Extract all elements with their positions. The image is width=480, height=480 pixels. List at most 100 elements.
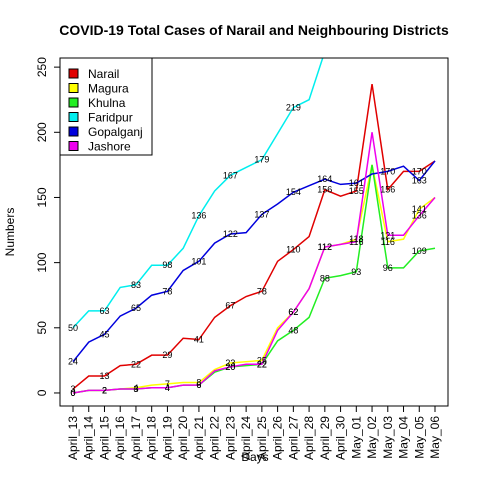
- data-label: 136: [191, 211, 206, 221]
- data-label: 2: [102, 385, 107, 395]
- data-label: 101: [191, 256, 206, 266]
- data-label: 93: [351, 267, 361, 277]
- data-label: 98: [162, 260, 172, 270]
- series-line: [72, 164, 436, 394]
- data-label: 0: [70, 388, 75, 398]
- data-label: 154: [286, 187, 301, 197]
- data-label: 78: [162, 286, 172, 296]
- data-label: 6: [196, 380, 201, 390]
- series-line: [72, 58, 324, 329]
- legend-swatch: [68, 112, 79, 122]
- series-line: [72, 132, 436, 394]
- data-label: 122: [223, 229, 238, 239]
- y-tick-label: 200: [35, 122, 49, 142]
- legend-swatch: [68, 126, 79, 137]
- data-label: 3: [70, 384, 75, 394]
- data-label: 41: [194, 335, 204, 345]
- data-label: 24: [68, 357, 78, 367]
- legend-swatch: [68, 83, 79, 93]
- x-tick-label: April_16: [113, 416, 127, 460]
- data-label: 164: [317, 174, 332, 184]
- series-line: [72, 83, 436, 390]
- data-label: 4: [165, 383, 170, 393]
- chart-title: COVID-19 Total Cases of Narail and Neigh…: [59, 22, 449, 38]
- data-label: 22: [257, 359, 267, 369]
- data-label: 48: [288, 325, 298, 335]
- data-label: 6: [196, 380, 201, 390]
- data-label: 3: [133, 384, 138, 394]
- legend-label: Khulna: [88, 96, 126, 110]
- data-label: 62: [288, 307, 298, 317]
- data-label: 136: [412, 211, 427, 221]
- data-label: 50: [68, 323, 78, 333]
- x-tick-label: April_25: [255, 416, 269, 460]
- data-label: 67: [225, 301, 235, 311]
- x-tick-label: April_22: [208, 416, 222, 460]
- data-label: 25: [257, 355, 267, 365]
- x-tick-label: April_17: [129, 416, 143, 460]
- x-tick-label: May_03: [381, 416, 395, 459]
- data-label: 8: [196, 378, 201, 388]
- x-tick-label: April_19: [160, 416, 174, 460]
- y-tick-label: 0: [35, 389, 49, 396]
- x-tick-label: April_21: [192, 416, 206, 460]
- x-tick-label: May_06: [428, 416, 442, 459]
- legend-label: Magura: [88, 82, 129, 96]
- y-tick-label: 100: [35, 252, 49, 272]
- data-label: 170: [412, 166, 427, 176]
- data-label: 7: [165, 379, 170, 389]
- data-label: 0: [70, 388, 75, 398]
- x-tick-label: April_23: [223, 416, 237, 460]
- data-label: 110: [286, 245, 300, 255]
- x-tick-label: April_27: [286, 416, 300, 460]
- y-tick-label: 150: [35, 187, 49, 207]
- x-tick-label: April_18: [145, 416, 159, 460]
- data-label: 20: [225, 362, 235, 372]
- data-label: 23: [225, 358, 235, 368]
- legend-label: Faridpur: [88, 111, 133, 125]
- x-tick-label: April_26: [271, 416, 285, 460]
- series-line: [72, 164, 436, 394]
- data-label: 22: [131, 359, 141, 369]
- data-label: 13: [99, 371, 109, 381]
- x-tick-label: April_20: [176, 416, 190, 460]
- y-tick-label: 50: [35, 321, 49, 335]
- data-label: 141: [412, 204, 427, 214]
- data-label: 78: [257, 286, 267, 296]
- data-label: 161: [349, 178, 364, 188]
- x-tick-label: April_29: [318, 416, 332, 460]
- data-label: 155: [349, 186, 364, 196]
- data-label: 170: [380, 166, 395, 176]
- legend: NarailMaguraKhulnaFaridpurGopalganjJasho…: [59, 57, 153, 156]
- data-label: 29: [162, 350, 172, 360]
- data-label: 88: [320, 273, 330, 283]
- data-label: 121: [380, 230, 395, 240]
- x-tick-label: May_04: [397, 416, 411, 459]
- x-axis-label: Days: [241, 450, 268, 464]
- plot-area: [72, 58, 436, 394]
- data-label: 163: [412, 176, 427, 186]
- data-label: 96: [383, 263, 393, 273]
- legend-swatch: [68, 97, 79, 108]
- y-tick-label: 250: [35, 57, 49, 77]
- data-label: 116: [381, 237, 395, 247]
- plot-frame: [59, 57, 449, 407]
- x-tick-label: April_13: [66, 416, 80, 460]
- data-label: 22: [257, 359, 267, 369]
- data-label: 116: [349, 237, 363, 247]
- data-label: 62: [288, 307, 298, 317]
- data-label: 167: [223, 170, 238, 180]
- series-line: [72, 160, 436, 363]
- data-label: 219: [286, 103, 301, 113]
- data-label: 20: [225, 362, 235, 372]
- data-label: 83: [131, 280, 141, 290]
- legend-label: Gopalganj: [88, 125, 143, 139]
- data-label: 3: [133, 384, 138, 394]
- data-label: 156: [317, 185, 332, 195]
- x-tick-label: April_15: [97, 416, 111, 460]
- data-label: 4: [165, 383, 170, 393]
- data-label: 112: [318, 242, 332, 252]
- data-label: 0: [70, 388, 75, 398]
- data-label: 112: [318, 242, 332, 252]
